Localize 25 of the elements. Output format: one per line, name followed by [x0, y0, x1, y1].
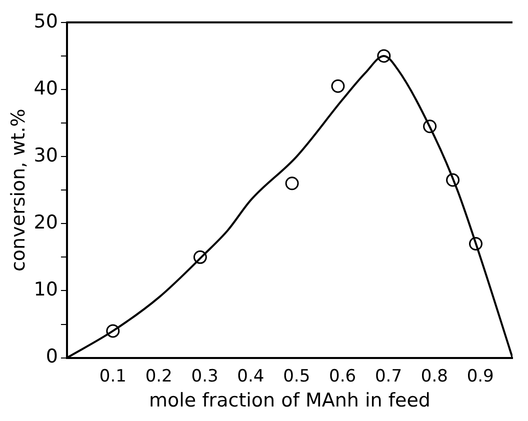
y-tick-label: 50	[34, 10, 58, 32]
x-tick-label: 0.1	[99, 366, 126, 386]
y-tick-label: 30	[34, 144, 58, 166]
x-tick-label: 0.9	[466, 366, 494, 386]
x-tick-label: 0.6	[329, 366, 356, 386]
x-tick-label: 0.8	[420, 366, 448, 386]
point	[285, 176, 299, 190]
x-tick-label: 0.5	[283, 366, 310, 386]
point	[193, 250, 207, 264]
y-tick-label: 10	[34, 278, 58, 301]
x-tick-label: 0.4	[237, 366, 264, 386]
point	[106, 324, 120, 338]
y-tick-label: 20	[34, 212, 58, 234]
y-tick-label: 40	[34, 77, 58, 100]
point	[377, 49, 391, 63]
x-axis-title: mole fraction of MAnh in feed	[148, 390, 431, 412]
point	[423, 120, 437, 134]
x-tick-label: 0.7	[374, 366, 402, 386]
point	[331, 79, 345, 93]
x-tick-label: 0.3	[191, 366, 218, 386]
point	[469, 237, 483, 251]
y-tick-label: 0	[46, 346, 58, 368]
y-axis-title: conversion, wt.%	[7, 108, 30, 272]
point	[446, 173, 460, 187]
x-tick-label: 0.2	[145, 366, 172, 386]
